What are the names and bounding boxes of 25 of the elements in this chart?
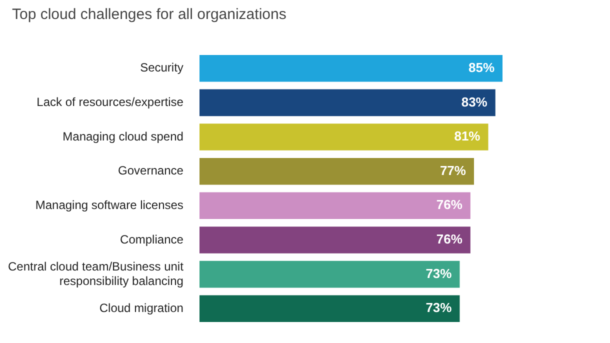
bar: [199, 124, 488, 150]
y-tick-label: Governance: [118, 164, 184, 178]
data-label: 81%: [454, 128, 481, 144]
y-tick-label: Central cloud team/Business unit responsibility balancing: [8, 259, 184, 288]
y-tick-label: Lack of resources/expertise: [36, 95, 184, 109]
bar: [199, 158, 474, 185]
data-label: 85%: [468, 60, 495, 75]
bar: [199, 89, 496, 116]
bar: [199, 295, 460, 322]
data-label: 76%: [436, 232, 463, 247]
bar: [199, 226, 470, 254]
bar: [199, 54, 503, 82]
chart-title: Top cloud challenges for all organizations: [12, 6, 286, 23]
y-tick-label: Managing cloud spend: [62, 129, 184, 144]
y-tick-label: Security: [140, 60, 184, 75]
data-label: 73%: [426, 300, 452, 316]
y-tick-label: Compliance: [120, 232, 184, 246]
bar: [199, 192, 470, 220]
data-label: 76%: [436, 197, 463, 212]
data-label: 77%: [440, 162, 466, 178]
data-label: 73%: [426, 266, 452, 281]
bar: [199, 260, 460, 288]
data-label: 83%: [461, 94, 488, 110]
y-tick-label: Managing software licenses: [35, 198, 184, 212]
y-tick-label: Cloud migration: [99, 300, 184, 315]
